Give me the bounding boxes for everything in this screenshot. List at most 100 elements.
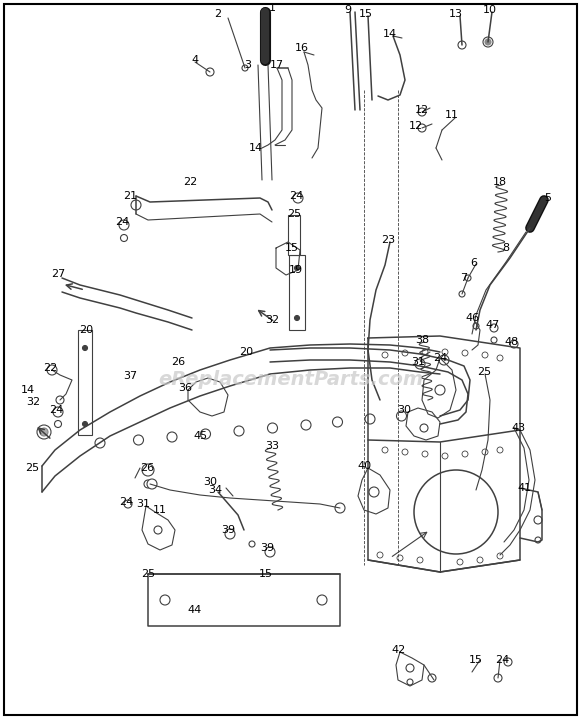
Text: 45: 45 bbox=[193, 431, 207, 441]
Circle shape bbox=[295, 316, 299, 321]
Text: 32: 32 bbox=[265, 315, 279, 325]
Text: 39: 39 bbox=[260, 543, 274, 553]
Text: 7: 7 bbox=[460, 273, 468, 283]
Circle shape bbox=[415, 359, 425, 369]
Circle shape bbox=[234, 426, 244, 436]
Text: 17: 17 bbox=[270, 60, 284, 70]
Text: 27: 27 bbox=[51, 269, 65, 279]
Circle shape bbox=[458, 41, 466, 49]
Text: 46: 46 bbox=[465, 313, 479, 323]
Circle shape bbox=[293, 193, 303, 203]
Text: 13: 13 bbox=[449, 9, 463, 19]
Text: 14: 14 bbox=[383, 29, 397, 39]
Circle shape bbox=[485, 39, 491, 45]
Text: 10: 10 bbox=[483, 5, 497, 15]
Circle shape bbox=[55, 421, 62, 428]
Text: 30: 30 bbox=[397, 405, 411, 415]
Circle shape bbox=[442, 453, 448, 459]
Text: 15: 15 bbox=[285, 243, 299, 253]
Text: 43: 43 bbox=[511, 423, 525, 433]
Circle shape bbox=[418, 124, 426, 132]
Circle shape bbox=[422, 349, 428, 355]
Circle shape bbox=[147, 479, 157, 489]
Text: 5: 5 bbox=[544, 193, 551, 203]
Circle shape bbox=[37, 425, 51, 439]
Circle shape bbox=[200, 429, 210, 439]
Text: 8: 8 bbox=[503, 243, 510, 253]
Circle shape bbox=[377, 552, 383, 558]
Text: 24: 24 bbox=[49, 405, 63, 415]
Text: 23: 23 bbox=[381, 235, 395, 245]
Text: 6: 6 bbox=[471, 258, 478, 268]
Circle shape bbox=[301, 420, 311, 430]
Circle shape bbox=[144, 480, 152, 488]
Text: 20: 20 bbox=[239, 347, 253, 357]
Circle shape bbox=[95, 438, 105, 448]
Circle shape bbox=[249, 541, 255, 547]
Circle shape bbox=[482, 449, 488, 455]
Circle shape bbox=[439, 355, 449, 365]
Circle shape bbox=[504, 658, 512, 666]
Text: 34: 34 bbox=[208, 485, 222, 495]
Circle shape bbox=[418, 108, 426, 116]
Text: 19: 19 bbox=[289, 265, 303, 275]
Circle shape bbox=[167, 432, 177, 442]
Circle shape bbox=[477, 557, 483, 563]
Text: 30: 30 bbox=[203, 477, 217, 487]
Text: 15: 15 bbox=[359, 9, 373, 19]
Text: 31: 31 bbox=[136, 499, 150, 509]
Text: 21: 21 bbox=[123, 191, 137, 201]
Text: 33: 33 bbox=[265, 441, 279, 451]
Circle shape bbox=[457, 559, 463, 565]
Text: 25: 25 bbox=[141, 569, 155, 579]
Text: 40: 40 bbox=[358, 461, 372, 471]
Circle shape bbox=[402, 449, 408, 455]
Text: 36: 36 bbox=[178, 383, 192, 393]
Circle shape bbox=[83, 421, 88, 426]
Text: 25: 25 bbox=[477, 367, 491, 377]
Circle shape bbox=[142, 464, 154, 476]
Circle shape bbox=[442, 349, 448, 355]
Text: 24: 24 bbox=[433, 353, 447, 363]
Circle shape bbox=[267, 423, 278, 433]
Circle shape bbox=[335, 503, 345, 513]
Text: 31: 31 bbox=[411, 357, 425, 367]
Circle shape bbox=[396, 411, 407, 421]
Text: 16: 16 bbox=[295, 43, 309, 53]
Text: 44: 44 bbox=[188, 605, 202, 615]
Circle shape bbox=[534, 516, 542, 524]
Circle shape bbox=[497, 553, 503, 559]
Circle shape bbox=[242, 65, 248, 71]
Circle shape bbox=[295, 265, 299, 270]
Bar bbox=[289, 255, 305, 330]
Circle shape bbox=[417, 557, 423, 563]
Circle shape bbox=[482, 352, 488, 358]
Circle shape bbox=[428, 674, 436, 682]
Circle shape bbox=[332, 417, 343, 427]
Circle shape bbox=[225, 529, 235, 539]
Circle shape bbox=[535, 537, 541, 543]
Text: 15: 15 bbox=[259, 569, 273, 579]
Text: 47: 47 bbox=[486, 320, 500, 330]
Circle shape bbox=[261, 8, 269, 16]
Text: 26: 26 bbox=[140, 463, 154, 473]
Circle shape bbox=[131, 200, 141, 210]
Circle shape bbox=[465, 275, 471, 281]
Text: 2: 2 bbox=[214, 9, 221, 19]
Circle shape bbox=[317, 595, 327, 605]
Bar bbox=[288, 215, 300, 255]
Text: 37: 37 bbox=[123, 371, 137, 381]
Circle shape bbox=[462, 350, 468, 356]
Circle shape bbox=[40, 428, 48, 436]
Circle shape bbox=[382, 447, 388, 453]
Circle shape bbox=[494, 674, 502, 682]
Text: 22: 22 bbox=[183, 177, 197, 187]
Circle shape bbox=[459, 291, 465, 297]
Circle shape bbox=[47, 365, 57, 375]
Circle shape bbox=[382, 352, 388, 358]
Circle shape bbox=[265, 547, 275, 557]
Circle shape bbox=[402, 350, 408, 356]
Circle shape bbox=[134, 435, 144, 445]
Text: 9: 9 bbox=[345, 5, 352, 15]
Text: 25: 25 bbox=[287, 209, 301, 219]
